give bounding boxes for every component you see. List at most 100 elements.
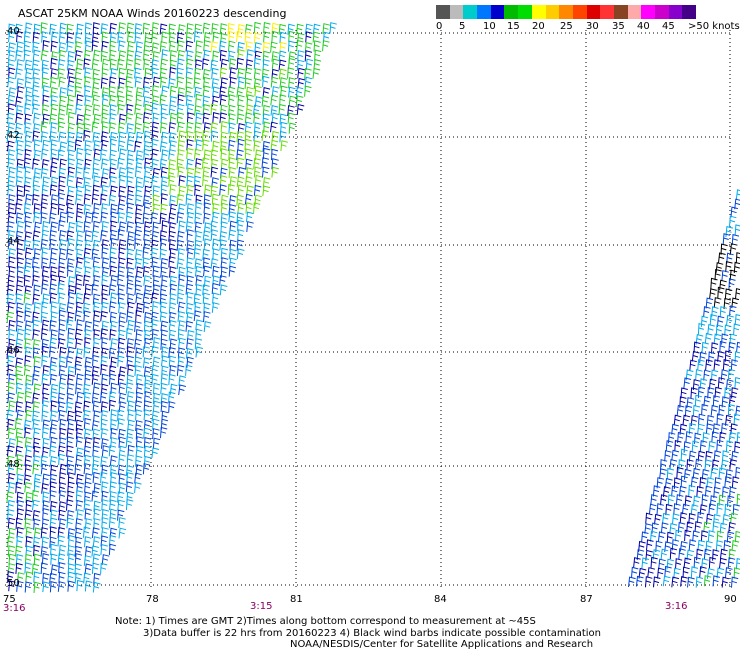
wind-barb: [118, 239, 127, 251]
wind-barb: [219, 67, 228, 79]
wind-barb: [228, 131, 237, 143]
wind-barb: [297, 32, 305, 44]
wind-barb: [117, 203, 126, 215]
wind-barb: [708, 440, 716, 452]
wind-barb: [713, 333, 722, 345]
wind-barb: [135, 409, 143, 421]
wind-barb: [142, 463, 151, 475]
wind-barb: [83, 58, 91, 70]
wind-barb: [67, 481, 75, 493]
wind-barb: [25, 499, 33, 512]
wind-barb: [263, 31, 271, 43]
wind-barb: [313, 40, 321, 52]
wind-barb: [660, 459, 668, 471]
wind-barb: [185, 86, 193, 98]
wind-barb: [135, 131, 144, 143]
wind-barb: [142, 266, 151, 277]
wind-barb: [16, 257, 25, 269]
wind-barb: [151, 175, 159, 187]
wind-barb: [93, 410, 101, 422]
wind-barb: [42, 293, 50, 305]
wind-barb: [178, 384, 187, 396]
wind-barb: [673, 567, 681, 579]
wind-barb: [93, 337, 101, 349]
wind-barb: [721, 576, 730, 588]
wind-barb: [91, 193, 100, 205]
wind-barb: [16, 165, 24, 178]
colorbar-label: 20: [532, 21, 545, 32]
wind-barb: [41, 552, 50, 565]
wind-barb: [58, 229, 67, 241]
wind-barb: [67, 527, 76, 539]
wind-barb: [719, 548, 728, 560]
wind-barb: [727, 368, 736, 380]
wind-barb: [24, 436, 33, 448]
wind-barb: [237, 48, 245, 61]
wind-barb: [40, 22, 48, 34]
lon-label-81: 81: [290, 594, 303, 605]
wind-barb: [237, 41, 245, 53]
wind-barb: [15, 202, 23, 215]
wind-barb: [202, 284, 210, 296]
wind-barb: [127, 293, 135, 305]
wind-barb: [220, 167, 228, 179]
wind-barb: [100, 77, 109, 89]
wind-barb: [58, 292, 66, 304]
wind-barb: [210, 229, 219, 241]
wind-barb: [160, 112, 169, 124]
wind-barb: [109, 229, 118, 241]
wind-barb: [721, 270, 729, 282]
wind-barb: [151, 328, 160, 341]
wind-barb: [202, 95, 211, 107]
wind-barb: [711, 431, 719, 443]
wind-barb: [143, 76, 151, 89]
wind-barb: [68, 534, 76, 547]
wind-barb: [92, 293, 101, 305]
wind-barb: [108, 122, 117, 134]
wind-barb: [666, 467, 675, 480]
wind-barb: [75, 536, 83, 548]
wind-barb: [33, 248, 42, 260]
wind-barb: [194, 148, 202, 160]
wind-barb: [15, 445, 24, 457]
wind-barb: [219, 140, 228, 152]
wind-barb: [91, 527, 100, 538]
wind-barb: [15, 68, 23, 79]
wind-barb: [66, 32, 75, 44]
wind-barb: [32, 256, 40, 269]
wind-barb: [7, 472, 16, 484]
wind-barb: [261, 68, 270, 80]
wind-barb: [24, 581, 33, 593]
wind-barb: [32, 49, 41, 61]
wind-barb: [228, 122, 236, 134]
wind-barb: [186, 311, 194, 323]
wind-barb: [707, 530, 716, 542]
wind-barb: [58, 490, 67, 502]
wind-barb: [168, 132, 177, 144]
wind-barb: [706, 414, 715, 427]
wind-barb: [76, 147, 84, 160]
wind-barb: [41, 193, 49, 206]
wind-barb: [296, 23, 304, 35]
wind-barb: [16, 473, 25, 486]
wind-barb: [195, 274, 204, 286]
wind-barb: [676, 466, 684, 479]
wind-barb: [66, 174, 75, 187]
wind-barb: [83, 129, 91, 142]
wind-barb: [687, 576, 695, 588]
wind-barb: [109, 112, 117, 124]
wind-barb: [58, 409, 66, 421]
wind-barb: [142, 257, 150, 269]
wind-barb: [24, 211, 32, 223]
wind-barb: [66, 401, 74, 413]
wind-barb: [204, 184, 212, 196]
colorbar-segment: [572, 5, 587, 19]
wind-barb: [76, 481, 84, 493]
wind-barb: [228, 157, 236, 169]
wind-barb: [92, 536, 101, 547]
wind-barb: [152, 265, 160, 277]
wind-barb: [75, 454, 84, 466]
wind-barb: [76, 509, 85, 520]
wind-barb: [262, 104, 271, 117]
wind-barb: [680, 387, 688, 399]
